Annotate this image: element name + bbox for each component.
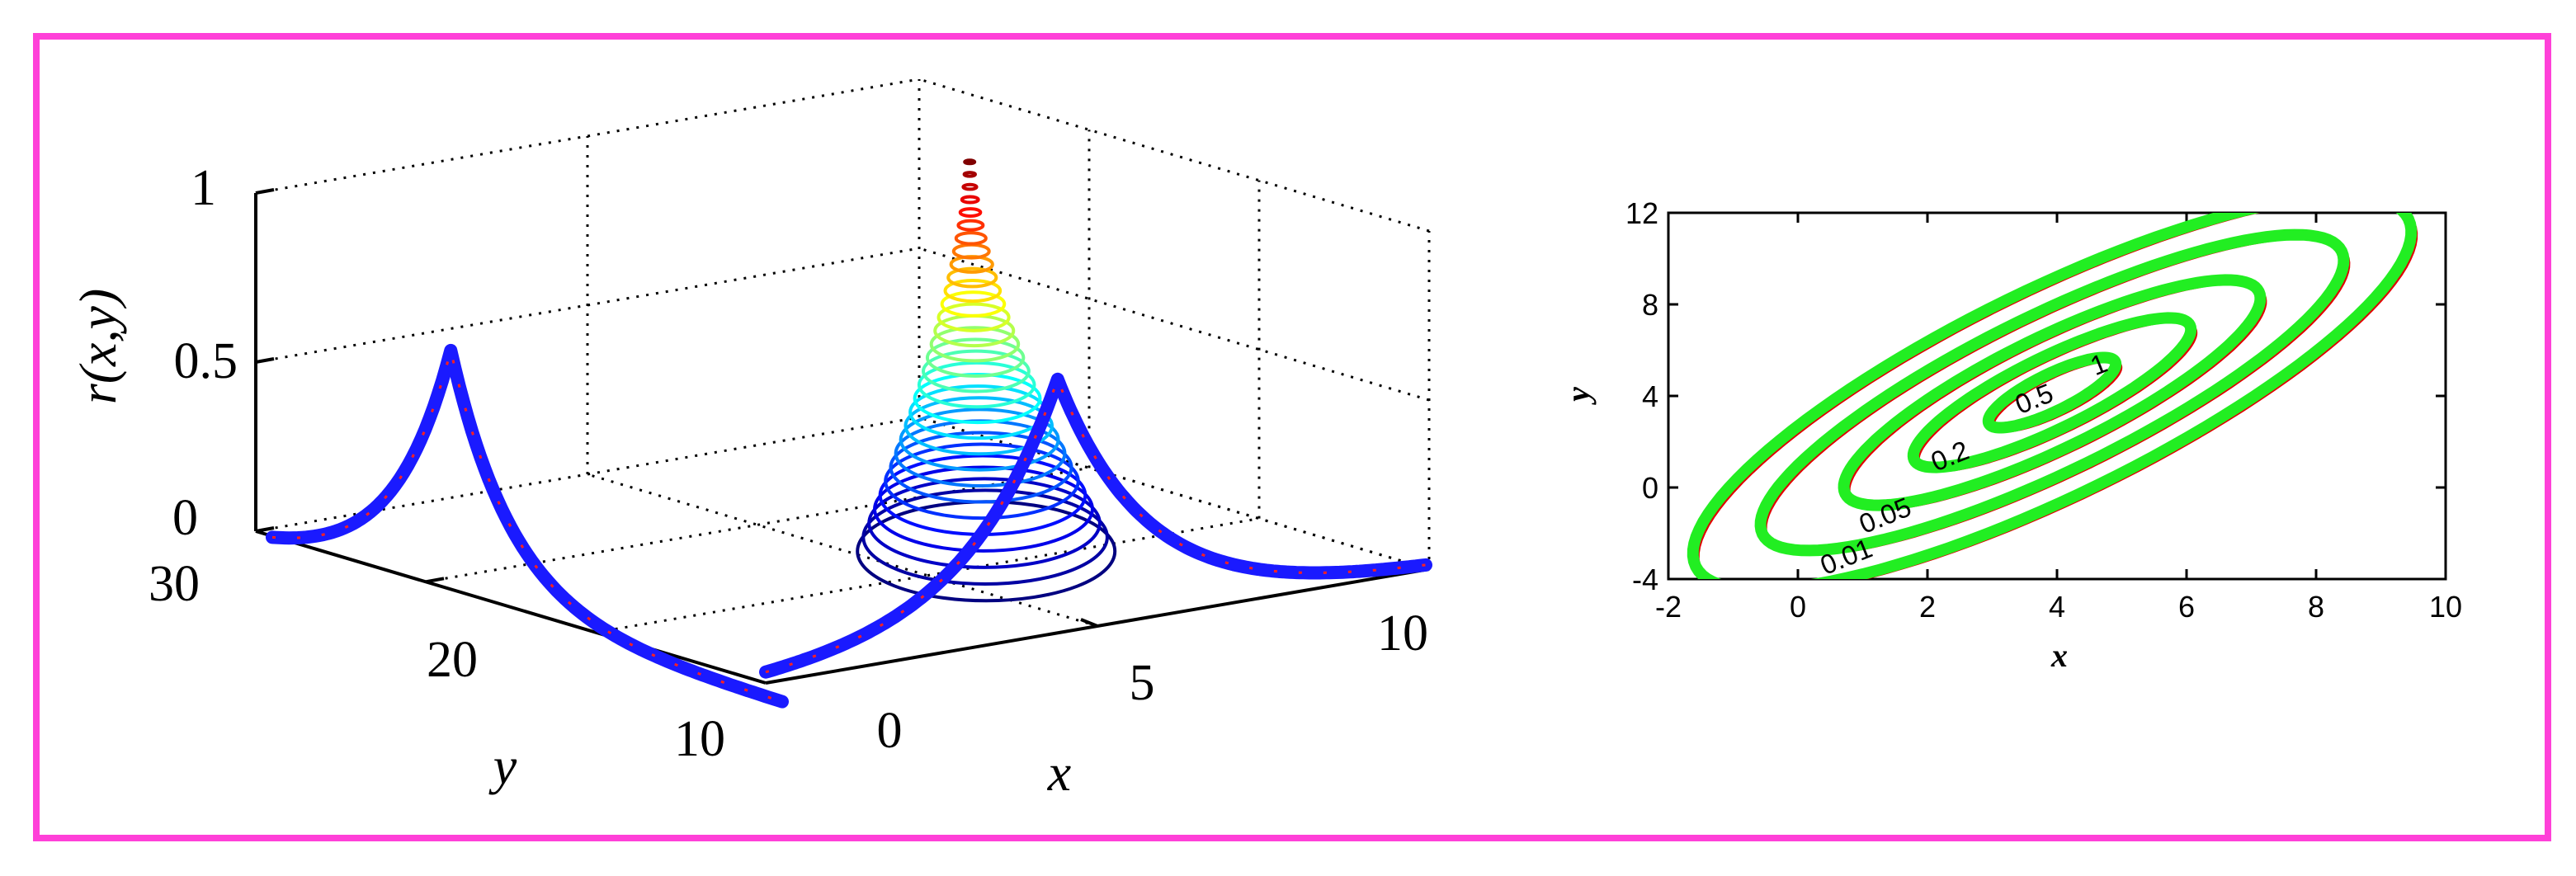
contour-ring — [889, 431, 1073, 504]
z-tick-label: 1 — [191, 160, 216, 216]
x-tick-label: 4 — [2049, 590, 2065, 624]
contour-ring — [937, 302, 1011, 332]
x-tick-label: 2 — [1919, 590, 1936, 624]
contour-ring — [958, 207, 983, 218]
x-tick-label: 6 — [2178, 590, 2195, 624]
y-tick-label: 30 — [149, 556, 200, 612]
x-tick-label: 0 — [1790, 590, 1806, 624]
contour-ring — [922, 349, 1031, 393]
contour-ring — [861, 488, 1109, 586]
x-tick-label: 8 — [2308, 590, 2324, 624]
z-tick-mark — [255, 357, 275, 364]
contour-line-green — [1754, 228, 2350, 557]
contour-ring — [943, 278, 1003, 304]
x-tick-label: 10 — [2429, 590, 2462, 624]
contour-line-green — [1838, 274, 2267, 511]
contour-ring — [940, 290, 1007, 318]
contour-ring — [960, 195, 980, 205]
contour-x-axis-label: x — [2050, 637, 2068, 674]
y-axis-label: y — [488, 737, 517, 795]
contour-ring — [903, 396, 1054, 456]
contour-ring — [946, 266, 998, 289]
x-tick-label: 5 — [1130, 655, 1155, 711]
y-tick-label: 20 — [427, 632, 478, 688]
y-tick-label: -4 — [1632, 563, 1658, 596]
contour-ticks: -2 0 2 4 6 8 10 -4 0 4 8 12 — [1625, 196, 2462, 624]
x-tick-label: 10 — [1377, 605, 1428, 662]
contour-line-green — [1982, 351, 2122, 434]
contour-line-green — [1907, 312, 2197, 473]
surface-contour-rings — [856, 158, 1117, 603]
x-tick-label: 0 — [877, 703, 903, 759]
x-tick-label: -2 — [1655, 590, 1682, 624]
contour-ring — [917, 360, 1036, 409]
surface-axes — [254, 188, 1430, 685]
surface-labels: 0 0.5 1 r(x,y) 30 20 10 y 0 5 10 x — [68, 160, 1428, 802]
contour-lines — [1687, 213, 2418, 579]
contour-ring — [954, 231, 988, 246]
contour-ring — [899, 407, 1060, 472]
x-axis-label: x — [1047, 743, 1071, 802]
y-axis-line — [255, 530, 767, 685]
z-axis-label: r(x,y) — [68, 289, 127, 404]
marginal-curve-x-dots — [765, 375, 1427, 674]
contour-ring — [867, 477, 1102, 569]
contour-y-axis-label: y — [1559, 387, 1597, 405]
z-tick-label: 0 — [172, 490, 198, 546]
x-tick-mark — [1080, 618, 1098, 628]
contour-ring — [956, 219, 985, 232]
contour-line-green — [1687, 213, 2418, 579]
contour-plot-area — [1667, 211, 2447, 581]
z-tick-label: 0.5 — [174, 333, 238, 389]
z-tick-mark — [255, 526, 275, 533]
contour-ring — [925, 337, 1026, 378]
contour-ring — [961, 182, 979, 191]
y-tick-label: 12 — [1625, 196, 1658, 230]
surface-plot-3d: 0 0.5 1 r(x,y) 30 20 10 y 0 5 10 x — [68, 78, 1432, 802]
contour-ring — [929, 326, 1021, 363]
contour-ring — [873, 465, 1094, 553]
figure-border — [33, 33, 2551, 841]
contour-ring — [962, 171, 977, 178]
marginal-curve-y — [266, 343, 789, 709]
y-tick-label: 4 — [1642, 379, 1658, 413]
z-tick-mark — [255, 188, 275, 195]
y-tick-label: 8 — [1642, 288, 1658, 322]
surface-marginal-curves — [266, 343, 1432, 709]
y-tick-mark — [425, 577, 445, 584]
y-tick-label: 0 — [1642, 471, 1658, 505]
y-tick-label: 10 — [674, 711, 725, 767]
contour-ring — [884, 442, 1080, 520]
contour-ring — [963, 158, 977, 166]
